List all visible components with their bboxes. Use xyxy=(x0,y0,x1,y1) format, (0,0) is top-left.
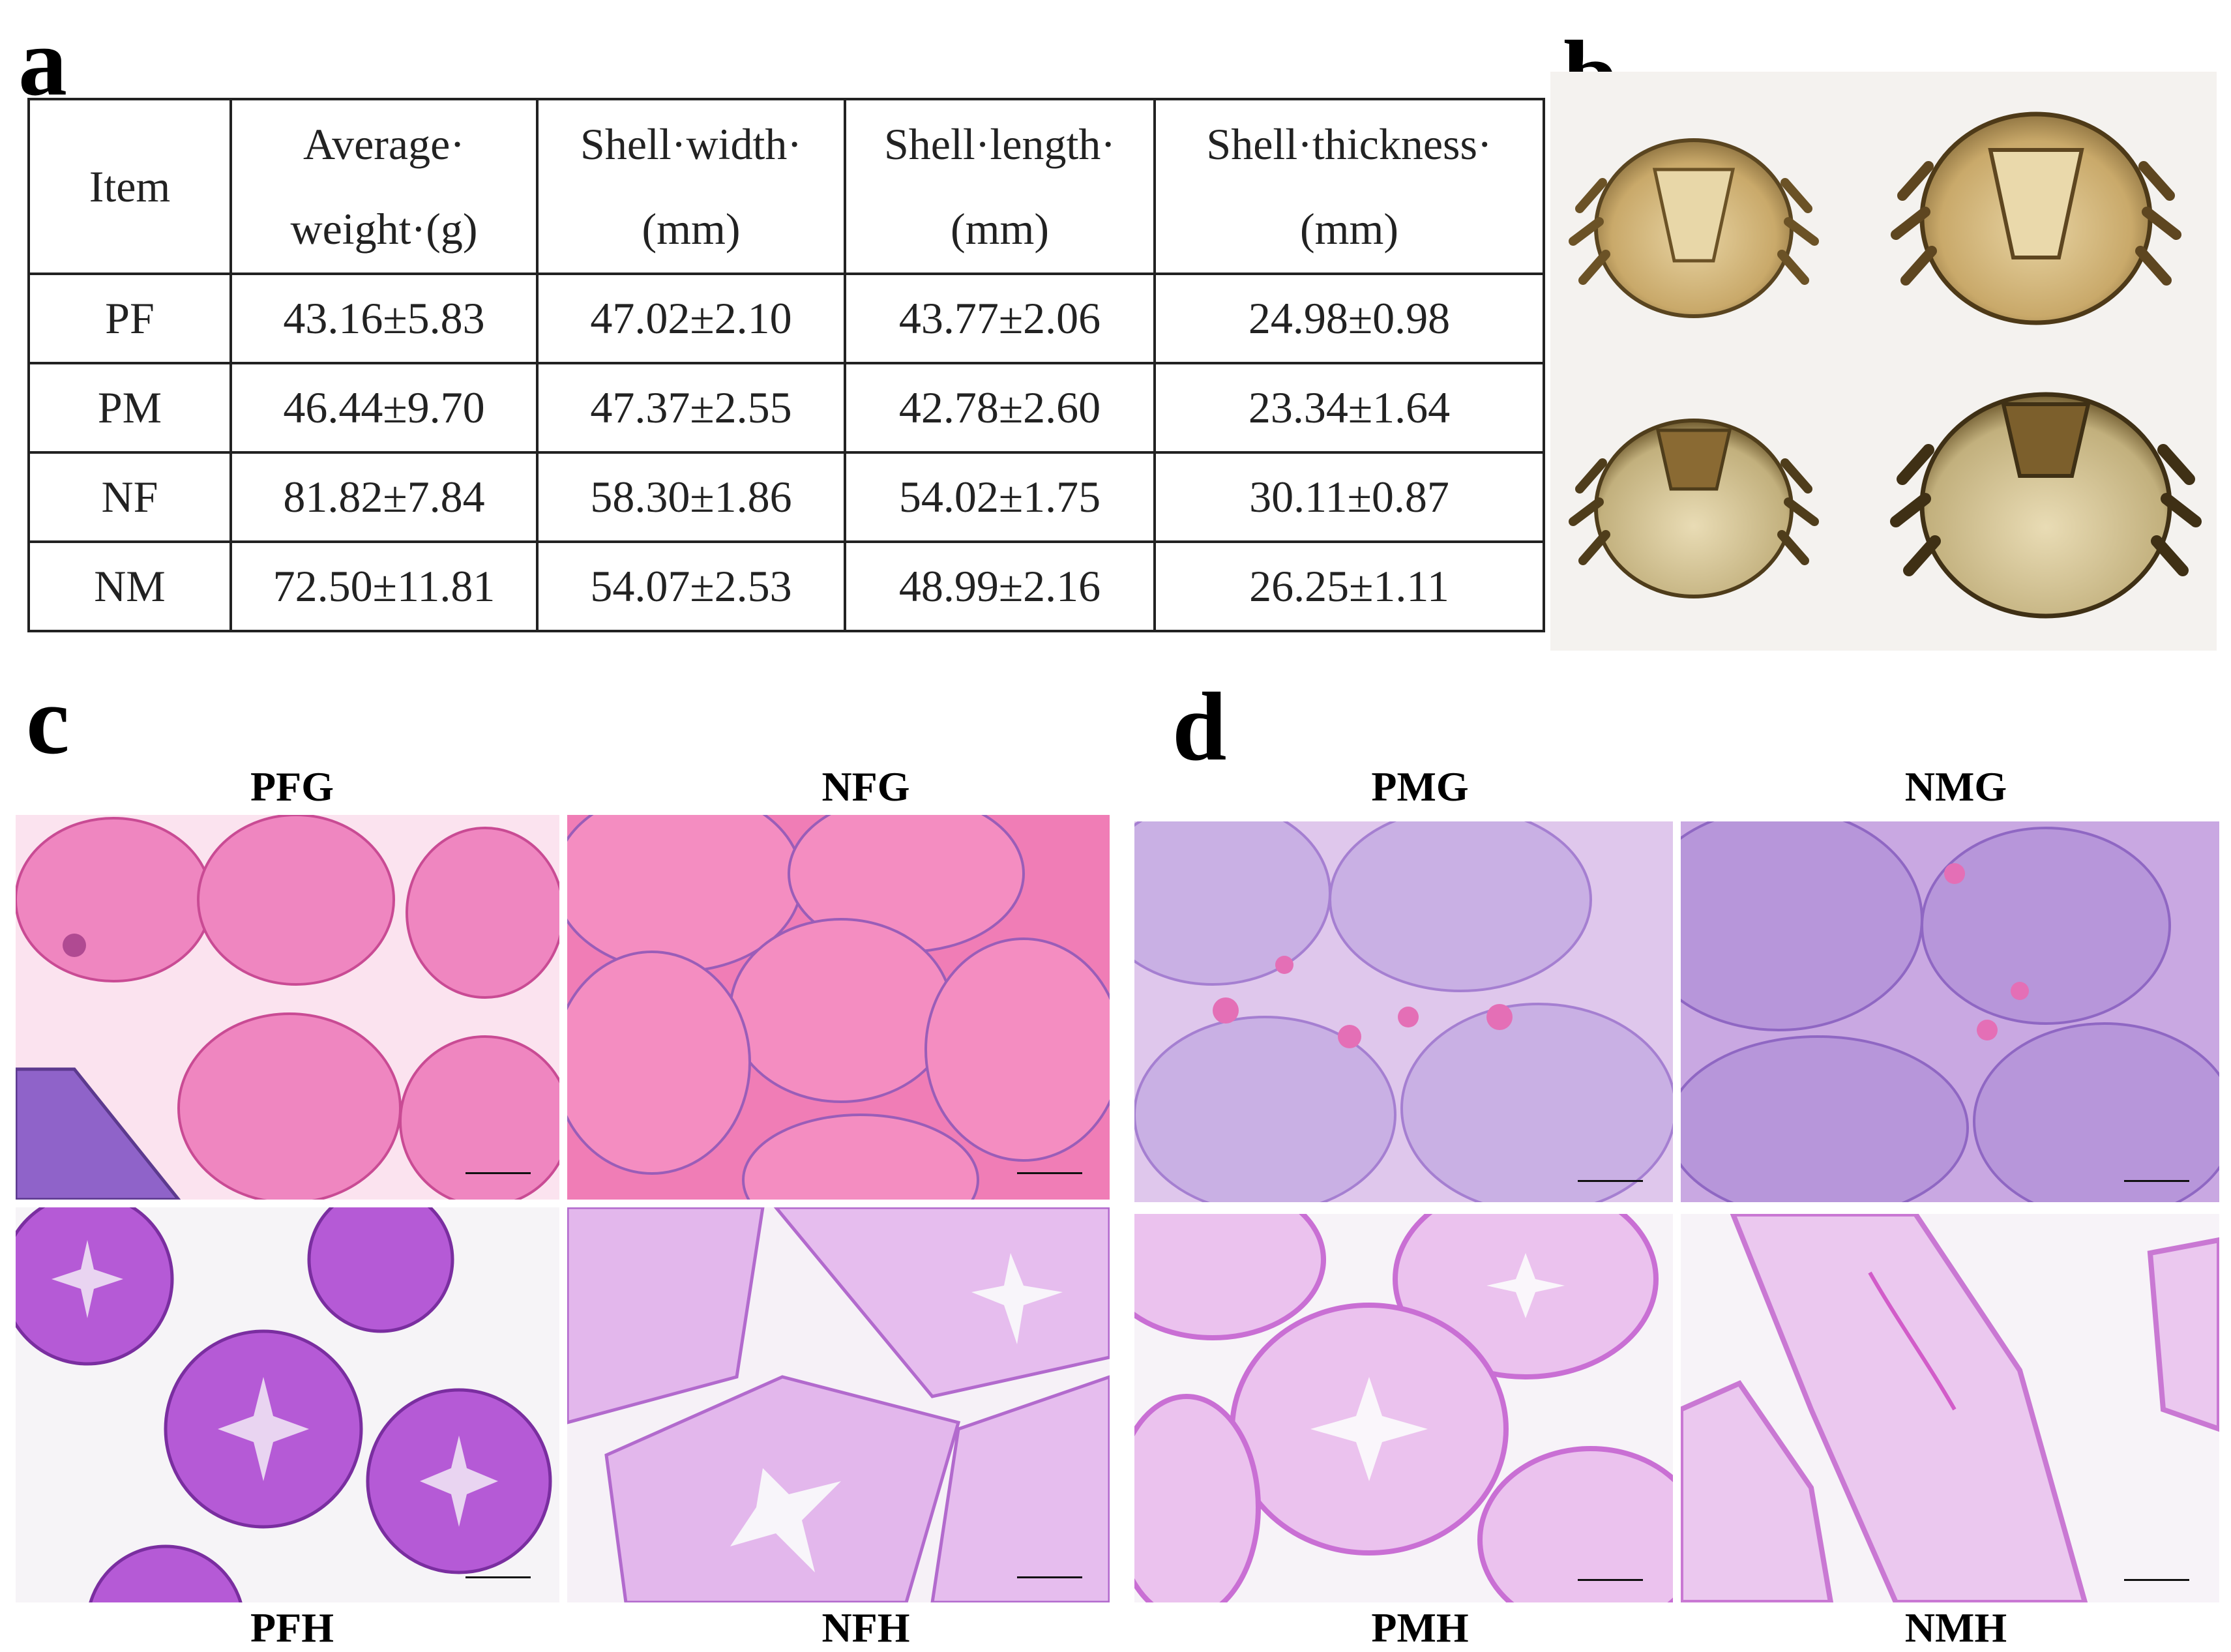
table-row: PF 43.16±5.83 47.02±2.10 43.77±2.06 24.9… xyxy=(27,273,1545,364)
scale-bar xyxy=(1578,1579,1643,1581)
table-cell: 24.98±0.98 xyxy=(1153,273,1545,364)
micrograph-pfh xyxy=(16,1207,559,1602)
scale-bar xyxy=(465,1172,531,1174)
header-shell-thickness: Shell·thickness· (mm) xyxy=(1153,98,1545,275)
crab-specimen xyxy=(1569,138,1819,318)
micrograph-pmg xyxy=(1134,821,1673,1202)
label-nmg: NMG xyxy=(1904,763,2007,810)
table-row: NF 81.82±7.84 58.30±1.86 54.02±1.75 30.1… xyxy=(27,451,1545,543)
micrograph-nmh xyxy=(1681,1214,2219,1602)
table-row: NM 72.50±11.81 54.07±2.53 48.99±2.16 26.… xyxy=(27,540,1545,632)
panel-label-d: d xyxy=(1172,673,1227,781)
scale-bar xyxy=(1017,1172,1082,1174)
panel-label-a: a xyxy=(18,8,67,116)
table-row: PM 46.44±9.70 47.37±2.55 42.78±2.60 23.3… xyxy=(27,362,1545,454)
table-header-row: Item Average· weight·(g) Shell·width· (mm)… xyxy=(27,98,1545,275)
table-cell: PM xyxy=(27,362,232,454)
micrograph-pfg xyxy=(16,815,559,1200)
table-cell: 46.44±9.70 xyxy=(229,362,539,454)
table-cell: 42.78±2.60 xyxy=(844,362,1156,454)
table-cell: PF xyxy=(27,273,232,364)
header-shell-width: Shell·width· (mm) xyxy=(536,98,846,275)
scale-bar xyxy=(1017,1576,1082,1578)
crab-specimen xyxy=(1891,111,2181,325)
label-pfh: PFH xyxy=(250,1604,334,1651)
scale-bar xyxy=(1578,1180,1643,1182)
label-nfh: NFH xyxy=(821,1604,910,1651)
header-average-weight: Average· weight·(g) xyxy=(229,98,539,275)
scale-bar xyxy=(465,1576,531,1578)
table-cell: 47.02±2.10 xyxy=(536,273,846,364)
table-cell: NF xyxy=(27,451,232,543)
header-item: Item xyxy=(27,98,232,275)
scale-bar xyxy=(2124,1180,2189,1182)
crab-photo xyxy=(1550,72,2217,651)
table-cell: 47.37±2.55 xyxy=(536,362,846,454)
table-cell: 54.02±1.75 xyxy=(844,451,1156,543)
crab-specimen xyxy=(1569,419,1819,598)
table-cell: 58.30±1.86 xyxy=(536,451,846,543)
scale-bar xyxy=(2124,1579,2189,1581)
micrograph-pmh xyxy=(1134,1214,1673,1602)
table-cell: NM xyxy=(27,540,232,632)
header-shell-length: Shell·length· (mm) xyxy=(844,98,1156,275)
micrograph-nmg xyxy=(1681,821,2219,1202)
micrograph-nfg xyxy=(567,815,1110,1200)
table-cell: 72.50±11.81 xyxy=(229,540,539,632)
table-cell: 43.16±5.83 xyxy=(229,273,539,364)
label-pfg: PFG xyxy=(250,763,334,810)
table-cell: 81.82±7.84 xyxy=(229,451,539,543)
table-cell: 23.34±1.64 xyxy=(1153,362,1545,454)
morphometric-table: Item Average· weight·(g) Shell·width· (mm)… xyxy=(27,98,1545,632)
table-cell: 54.07±2.53 xyxy=(536,540,846,632)
table-cell: 26.25±1.11 xyxy=(1153,540,1545,632)
label-pmg: PMG xyxy=(1371,763,1469,810)
panel-label-c: c xyxy=(26,666,70,774)
table-cell: 48.99±2.16 xyxy=(844,540,1156,632)
table-cell: 43.77±2.06 xyxy=(844,273,1156,364)
crab-specimen xyxy=(1890,392,2202,619)
table-cell: 30.11±0.87 xyxy=(1153,451,1545,543)
micrograph-nfh xyxy=(567,1207,1110,1602)
label-nmh: NMH xyxy=(1904,1604,2007,1651)
label-nfg: NFG xyxy=(821,763,910,810)
label-pmh: PMH xyxy=(1371,1604,1469,1651)
